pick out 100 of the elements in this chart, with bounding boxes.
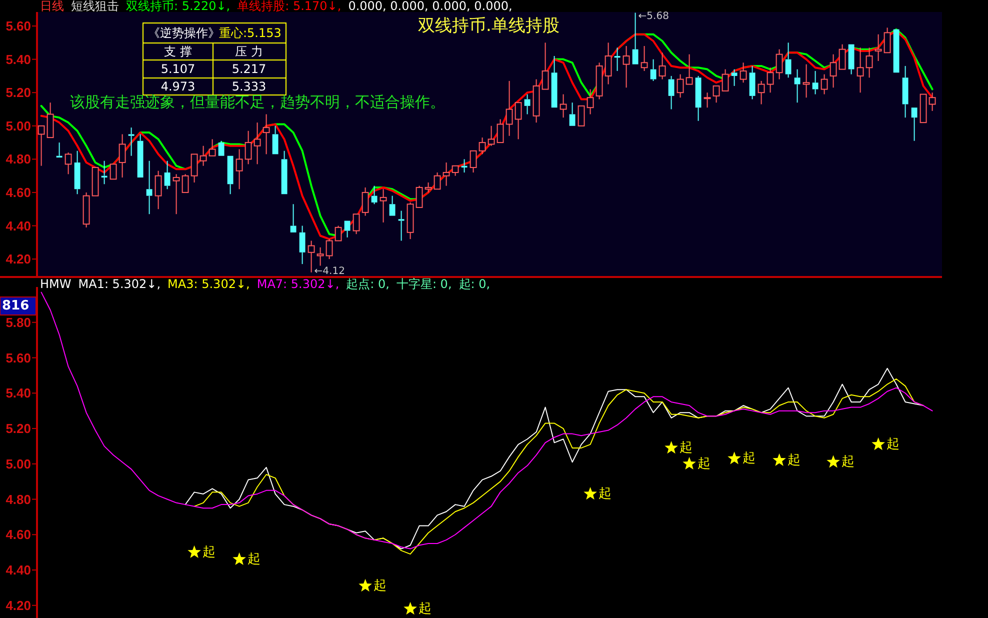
candlestick xyxy=(596,62,603,100)
y-tick-label: 5.40 xyxy=(6,52,31,67)
candlestick xyxy=(154,170,162,210)
candlestick xyxy=(776,48,783,80)
candlestick xyxy=(785,42,792,78)
data-label: 起 xyxy=(202,544,216,560)
candlestick xyxy=(902,65,908,118)
y-tick-label: 4.60 xyxy=(6,184,31,200)
annotation: 5.217 xyxy=(232,62,266,76)
data-label: 起 xyxy=(697,456,710,472)
y-tick-label: 5.60 xyxy=(6,18,31,34)
annotation: 十字星: 0, xyxy=(396,277,452,291)
candlestick xyxy=(614,47,620,72)
candlestick xyxy=(731,68,738,86)
candlestick xyxy=(604,42,612,85)
candlestick xyxy=(640,45,648,72)
annotation: : 5.302↓, xyxy=(283,277,340,291)
candlestick xyxy=(758,80,765,105)
data-label: 起 xyxy=(679,440,692,456)
candlestick xyxy=(398,210,404,242)
annotation: 5.107 xyxy=(160,62,196,76)
data-label: 起 xyxy=(742,451,756,466)
y-tick-label: 4.20 xyxy=(6,252,31,267)
candlestick xyxy=(146,160,152,215)
point xyxy=(584,486,597,500)
point xyxy=(664,440,678,454)
candlestick xyxy=(506,80,513,136)
annotation: 《逆势操作》 xyxy=(148,26,220,40)
chart-title: 日线 xyxy=(40,0,64,13)
y-tick-label: 5.20 xyxy=(6,421,31,436)
candlestick xyxy=(676,74,684,98)
text: 816 xyxy=(2,298,30,314)
candlestick xyxy=(380,188,387,223)
candlestick xyxy=(308,240,315,273)
data-label: 起 xyxy=(373,578,386,594)
annotation: 该股有走强迹象，但量能不足，趋势不明，不适合操作。 xyxy=(70,93,445,111)
candlestick xyxy=(830,54,837,88)
candlestick xyxy=(172,174,180,215)
point xyxy=(232,552,246,566)
point xyxy=(728,452,741,464)
y-tick-label: 5.00 xyxy=(6,118,31,134)
candlestick xyxy=(74,150,80,195)
candlestick xyxy=(118,134,126,178)
candlestick xyxy=(794,68,800,104)
y-tick-label: 4.40 xyxy=(6,218,31,234)
candlestick xyxy=(874,34,882,62)
candlestick xyxy=(461,158,468,173)
y-tick-label: 4.40 xyxy=(6,562,31,578)
annotation: 压 力 xyxy=(235,44,263,58)
annotation: 5.333 xyxy=(232,80,266,94)
y-tick-label: 5.00 xyxy=(6,456,31,472)
data-label: 起 xyxy=(247,552,260,567)
candlestick xyxy=(560,94,567,118)
annotation: 0.000, 0.000, 0.000, 0.000, xyxy=(348,0,512,13)
y-tick-label: 5.20 xyxy=(6,85,31,100)
text: 单线持股 xyxy=(237,0,286,13)
candlestick xyxy=(524,94,530,115)
candlestick xyxy=(254,122,261,165)
candlestick xyxy=(442,162,450,186)
point xyxy=(682,456,696,470)
candlestick xyxy=(668,75,674,110)
annotation: : 5.170↓, xyxy=(285,0,342,13)
y-tick-label: 4.80 xyxy=(6,492,31,507)
y-tick-label: 5.60 xyxy=(6,350,31,366)
annotation: ←5.68 xyxy=(638,11,669,22)
point xyxy=(358,578,372,592)
chart-subtitle: 短线狙击 xyxy=(71,0,119,13)
candlestick xyxy=(424,182,432,193)
point xyxy=(872,437,885,450)
annotation: ←4.12 xyxy=(314,266,345,277)
candlestick xyxy=(244,130,252,165)
candlestick xyxy=(262,114,270,155)
point xyxy=(826,455,840,468)
y-tick-label: 5.80 xyxy=(6,314,31,330)
data-label: 起 xyxy=(841,454,854,470)
chart-title: HMW xyxy=(40,277,72,291)
candlestick xyxy=(622,45,630,88)
candlestick xyxy=(749,65,756,100)
text: MA7 xyxy=(256,277,284,291)
text: MA1 xyxy=(78,277,104,291)
annotation: : 5.302↓, xyxy=(104,277,161,291)
candlestick xyxy=(164,160,170,190)
annotation: 双线持币.单线持股 xyxy=(418,16,560,36)
candlestick xyxy=(812,70,818,95)
y-tick-label: 4.60 xyxy=(6,527,31,542)
y-tick-label: 4.80 xyxy=(6,152,31,167)
candlestick xyxy=(820,74,828,95)
annotation: 重心:5.153 xyxy=(219,26,282,40)
candlestick xyxy=(658,52,666,80)
candlestick xyxy=(82,192,90,228)
text: MA3 xyxy=(168,277,194,291)
candlestick xyxy=(704,92,711,108)
candlestick xyxy=(766,67,774,94)
data-label: 起 xyxy=(886,436,900,452)
candlestick xyxy=(101,160,108,185)
point xyxy=(188,545,201,558)
candlestick xyxy=(856,47,864,94)
candlestick xyxy=(200,145,207,166)
data-label: 起 xyxy=(418,601,432,616)
point xyxy=(772,453,786,466)
